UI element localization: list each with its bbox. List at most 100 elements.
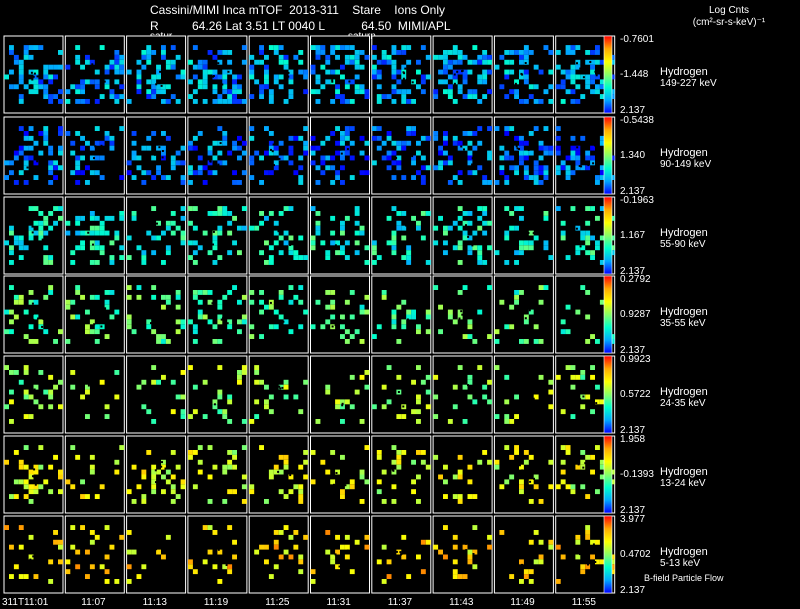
heatmap-cell (315, 165, 321, 171)
structure-mark (409, 228, 411, 231)
heatmap-cell (249, 489, 255, 495)
heatmap-cell (411, 155, 416, 161)
heatmap-cell (151, 50, 157, 55)
heatmap-cell (570, 155, 576, 161)
heatmap-cell (590, 145, 595, 151)
heatmap-cell (109, 544, 115, 550)
heatmap-cell (565, 304, 571, 310)
heatmap-cell (401, 255, 407, 260)
heatmap-cell (381, 404, 387, 410)
heatmap-cell (222, 140, 228, 146)
heatmap-cell (28, 489, 34, 495)
heatmap-cell (161, 374, 166, 380)
heatmap-cell (288, 74, 294, 80)
heatmap-cell (18, 69, 24, 75)
heatmap-cell (259, 334, 264, 339)
structure-mark (397, 382, 400, 385)
heatmap-cell (555, 484, 561, 490)
heatmap-cell (156, 549, 161, 555)
heatmap-cell (425, 74, 431, 80)
heatmap-cell (320, 84, 326, 90)
heatmap-panel (187, 35, 248, 114)
heatmap-cell (65, 479, 71, 485)
energy-range-label: 55-90 keV (660, 239, 706, 250)
colorbar (603, 355, 613, 434)
heatmap-cell (310, 145, 316, 151)
heatmap-cell (212, 54, 218, 60)
heatmap-cell (43, 389, 49, 395)
heatmap-cell (192, 135, 198, 141)
heatmap-cell (89, 155, 95, 161)
heatmap-cell (396, 414, 402, 419)
heatmap-cell (151, 379, 157, 385)
heatmap-cell (349, 374, 355, 380)
heatmap-cell (170, 409, 176, 415)
heatmap-cell (18, 574, 24, 579)
heatmap-cell (268, 394, 274, 400)
heatmap-cell (202, 69, 208, 75)
heatmap-cell (595, 84, 600, 90)
heatmap-cell (457, 225, 463, 231)
heatmap-cell (555, 145, 561, 151)
heatmap-cell (386, 150, 392, 156)
heatmap-cell (538, 499, 544, 504)
heatmap-cell (548, 389, 554, 395)
heatmap-cell (310, 150, 316, 156)
heatmap-cell (43, 64, 49, 70)
heatmap-cell (452, 45, 458, 50)
heatmap-cell (273, 45, 279, 50)
heatmap-cell (99, 564, 105, 570)
structure-mark (463, 474, 466, 477)
structure-mark (400, 553, 402, 556)
heatmap-cell (320, 324, 326, 330)
heatmap-cell (131, 329, 137, 335)
heatmap-panel (371, 515, 432, 594)
heatmap-cell (303, 534, 309, 540)
heatmap-cell (349, 99, 355, 104)
species-label: Hydrogen (660, 66, 708, 78)
heatmap-cell (538, 285, 544, 290)
heatmap-cell (43, 245, 49, 251)
heatmap-cell (585, 530, 591, 535)
heatmap-cell (227, 319, 233, 325)
heatmap-cell (58, 131, 63, 136)
structure-mark (399, 551, 402, 554)
heatmap-cell (514, 206, 519, 211)
heatmap-cell (548, 145, 554, 151)
heatmap-panel (3, 515, 64, 594)
heatmap-cell (528, 479, 534, 485)
heatmap-cell (472, 131, 478, 136)
heatmap-cell (48, 150, 54, 156)
heatmap-cell (590, 374, 595, 380)
heatmap-cell (420, 539, 426, 545)
structure-mark (275, 475, 278, 478)
heatmap-cell (533, 99, 539, 104)
heatmap-cell (565, 329, 571, 335)
heatmap-cell (23, 484, 29, 490)
structure-mark (219, 483, 222, 486)
heatmap-cell (126, 324, 132, 330)
heatmap-cell (523, 319, 529, 325)
structure-mark (95, 237, 98, 240)
heatmap-cell (595, 399, 600, 405)
heatmap-cell (207, 160, 213, 166)
heatmap-cell (94, 324, 100, 330)
heatmap-cell (528, 230, 534, 236)
heatmap-cell (599, 94, 605, 99)
heatmap-cell (433, 285, 439, 290)
heatmap-cell (75, 220, 81, 226)
heatmap-cell (391, 84, 397, 90)
structure-mark (461, 313, 464, 316)
heatmap-cell (575, 374, 581, 380)
heatmap-cell (477, 255, 483, 260)
heatmap-cell (241, 170, 247, 176)
heatmap-cell (494, 464, 500, 470)
structure-mark (30, 84, 33, 87)
heatmap-cell (192, 145, 198, 151)
structure-mark (453, 82, 456, 85)
heatmap-cell (9, 285, 14, 290)
heatmap-cell (156, 64, 161, 70)
heatmap-cell (487, 155, 492, 161)
heatmap-cell (364, 89, 370, 95)
structure-mark (521, 393, 524, 395)
